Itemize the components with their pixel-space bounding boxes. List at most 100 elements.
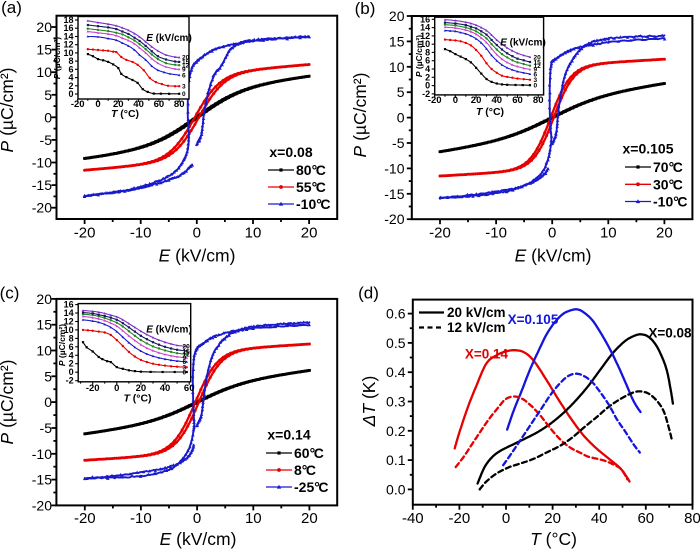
svg-text:0: 0 [193, 224, 201, 241]
svg-text:12: 12 [63, 40, 73, 50]
svg-text:80: 80 [684, 510, 700, 527]
svg-text:-40: -40 [402, 510, 424, 527]
svg-text:x=0.08: x=0.08 [269, 144, 312, 160]
svg-text:12 kV/cm: 12 kV/cm [447, 320, 506, 335]
svg-text:15: 15 [36, 317, 52, 333]
svg-text:0: 0 [44, 394, 52, 410]
svg-text:8: 8 [69, 333, 74, 343]
svg-text:5: 5 [397, 84, 405, 100]
svg-text:6: 6 [69, 342, 74, 352]
svg-text:12: 12 [420, 31, 430, 41]
svg-text:T (°C): T (°C) [476, 106, 504, 118]
svg-text:-20: -20 [86, 383, 100, 394]
svg-text:X=0.14: X=0.14 [465, 347, 509, 362]
svg-text:15: 15 [389, 33, 405, 49]
svg-text:14: 14 [64, 308, 74, 318]
svg-text:60: 60 [154, 99, 165, 110]
svg-text:0: 0 [453, 95, 458, 106]
svg-text:6: 6 [425, 56, 430, 66]
svg-text:10: 10 [245, 510, 262, 527]
svg-text:20: 20 [544, 510, 561, 527]
svg-text:12: 12 [182, 63, 190, 70]
svg-text:15: 15 [534, 59, 542, 66]
svg-text:8: 8 [68, 56, 73, 66]
svg-text:0: 0 [534, 83, 538, 90]
svg-text:-2: -2 [66, 376, 74, 386]
svg-text:10: 10 [389, 59, 405, 75]
svg-text:X=0.105: X=0.105 [508, 312, 559, 327]
svg-text:20: 20 [182, 55, 190, 62]
svg-text:-5: -5 [392, 135, 405, 151]
svg-text:(c): (c) [0, 284, 19, 303]
svg-text:0: 0 [68, 89, 73, 99]
svg-text:-20: -20 [429, 225, 451, 242]
svg-text:-5: -5 [40, 132, 53, 148]
svg-text:15: 15 [183, 348, 191, 355]
svg-text:16: 16 [63, 23, 73, 33]
svg-text:16: 16 [64, 300, 74, 310]
svg-text:6: 6 [183, 359, 187, 366]
svg-text:P (µC/cm²): P (µC/cm²) [350, 73, 370, 158]
svg-text:-2: -2 [422, 89, 430, 99]
svg-text:0.6: 0.6 [386, 306, 406, 322]
svg-text:20: 20 [301, 224, 318, 241]
svg-text:-20: -20 [449, 510, 471, 527]
svg-text:2: 2 [68, 81, 73, 91]
svg-text:20: 20 [183, 344, 191, 351]
svg-text:P (µC/cm²): P (µC/cm²) [57, 324, 67, 366]
svg-text:9: 9 [183, 355, 187, 362]
svg-text:10: 10 [420, 39, 430, 49]
svg-text:4: 4 [69, 350, 74, 360]
svg-text:-20: -20 [384, 211, 404, 227]
svg-text:(b): (b) [355, 0, 376, 18]
svg-text:-15: -15 [32, 177, 52, 193]
svg-text:-20: -20 [74, 510, 96, 527]
svg-text:18: 18 [63, 15, 73, 25]
svg-text:P (µC/cm²): P (µC/cm²) [414, 35, 424, 77]
svg-text:60°C: 60°C [294, 445, 324, 461]
svg-text:0: 0 [425, 81, 430, 91]
svg-text:x=0.105: x=0.105 [623, 141, 674, 157]
svg-text:0.3: 0.3 [386, 394, 406, 410]
svg-text:80: 80 [174, 99, 185, 110]
svg-text:8: 8 [425, 47, 430, 57]
svg-text:12: 12 [183, 352, 191, 359]
svg-text:P (µC/cm²): P (µC/cm²) [0, 360, 17, 445]
svg-text:(a): (a) [1, 0, 22, 17]
svg-text:-10: -10 [384, 160, 404, 176]
svg-text:0: 0 [548, 225, 556, 242]
svg-text:14: 14 [420, 23, 430, 33]
svg-text:9: 9 [182, 67, 186, 74]
svg-text:0: 0 [44, 109, 52, 125]
svg-text:E (kV/cm): E (kV/cm) [500, 38, 546, 49]
svg-text:3: 3 [182, 84, 186, 91]
svg-text:0: 0 [69, 367, 74, 377]
svg-text:-25°C: -25°C [294, 479, 328, 495]
svg-text:-20: -20 [32, 200, 52, 216]
svg-text:E (kV/cm): E (kV/cm) [160, 529, 237, 549]
svg-text:-20: -20 [32, 497, 52, 513]
svg-text:E (kV/cm): E (kV/cm) [146, 325, 192, 336]
svg-text:-10°C: -10°C [296, 196, 330, 212]
svg-text:10: 10 [36, 64, 52, 80]
svg-text:40: 40 [160, 383, 171, 394]
svg-text:60: 60 [184, 383, 195, 394]
svg-text:-20: -20 [74, 224, 96, 241]
svg-text:20: 20 [136, 383, 147, 394]
svg-text:0: 0 [183, 369, 187, 376]
svg-text:-10: -10 [130, 224, 152, 241]
svg-text:6: 6 [182, 72, 186, 79]
svg-text:40: 40 [492, 95, 503, 106]
svg-text:0: 0 [397, 110, 405, 126]
svg-text:-10: -10 [32, 446, 52, 462]
svg-text:20: 20 [389, 8, 405, 24]
svg-text:-15: -15 [32, 472, 52, 488]
svg-text:30°C: 30°C [653, 176, 683, 192]
svg-text:-5: -5 [40, 420, 53, 436]
svg-text:0.2: 0.2 [386, 423, 406, 439]
svg-text:-10: -10 [485, 225, 507, 242]
svg-text:P (µC/cm²): P (µC/cm²) [52, 37, 62, 79]
svg-text:6: 6 [534, 71, 538, 78]
svg-text:20: 20 [301, 510, 318, 527]
svg-text:14: 14 [63, 32, 73, 42]
